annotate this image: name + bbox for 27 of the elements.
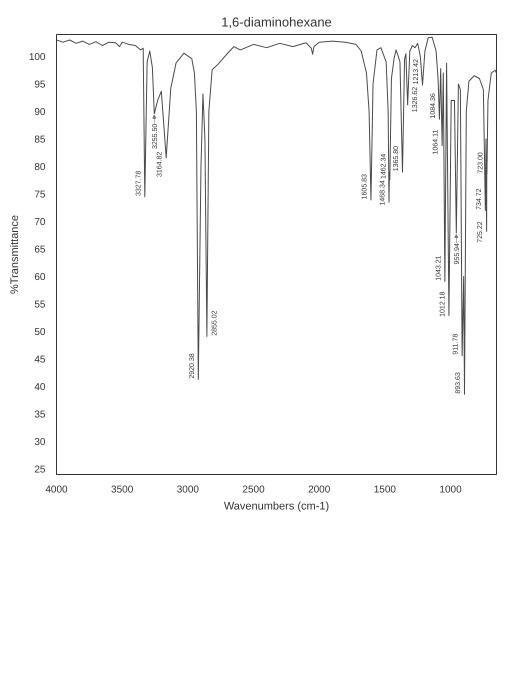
y-tick-label: 40 [34,382,46,393]
x-axis-title: Wavenumbers (cm-1) [224,500,330,512]
y-tick-label: 45 [34,354,46,366]
y-tick-label: 75 [34,190,46,200]
y-tick-label: 100 [28,52,46,63]
y-tick-label: 90 [34,107,46,118]
y-tick-label: 25 [34,464,46,476]
chart-title: 1,6-diaminohexane [221,14,332,30]
y-tick-label: 65 [34,244,46,256]
x-tick-label: 4000 [45,484,68,496]
x-tick-label: 3500 [111,484,134,496]
y-tick-label: 95 [34,80,46,90]
y-tick-label: 70 [34,217,46,228]
y-tick-label: 55 [34,300,46,310]
y-axis-title: %Transmittance [8,214,21,294]
y-tick-label: 80 [34,162,46,173]
y-tick-label: 85 [34,134,46,146]
y-tick-label: 50 [34,327,46,338]
x-tick-label: 1500 [374,484,396,496]
x-tick-label: 1000 [439,484,462,496]
y-tick-label: 60 [34,272,46,283]
x-tick-label: 3000 [176,484,200,496]
x-tick-label: 2000 [308,484,331,496]
x-tick-label: 2500 [242,484,266,496]
y-tick-label: 35 [34,410,46,420]
line-series [56,36,496,395]
y-tick-label: 30 [34,437,46,448]
